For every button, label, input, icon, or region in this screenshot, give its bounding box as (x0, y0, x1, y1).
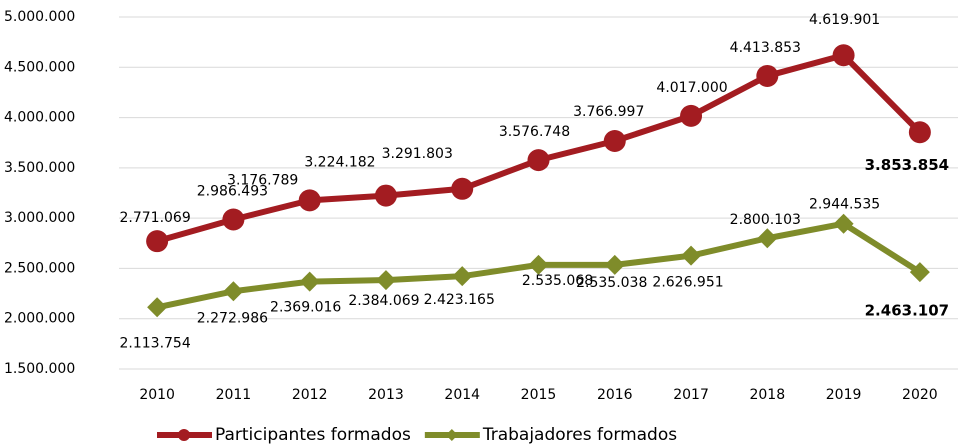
marker (452, 266, 473, 287)
data-label: 3.291.803 (382, 146, 453, 162)
marker (223, 281, 244, 302)
data-label: 2.369.016 (270, 300, 341, 316)
marker (299, 271, 320, 292)
x-tick-label: 2011 (216, 387, 252, 403)
data-label: 4.619.901 (809, 12, 880, 28)
x-tick-label: 2017 (673, 387, 709, 403)
marker (222, 208, 245, 231)
data-label: 2.986.493 (197, 184, 268, 200)
y-tick-label: 1.500.000 (4, 361, 75, 377)
x-tick-label: 2014 (444, 387, 480, 403)
y-tick-label: 4.500.000 (4, 59, 75, 75)
data-label: 4.413.853 (730, 40, 801, 56)
data-label: 3.853.854 (865, 156, 949, 174)
x-tick-label: 2020 (902, 387, 938, 403)
legend-label: Participantes formados (215, 425, 411, 445)
marker (375, 270, 396, 291)
data-label: 2.771.069 (120, 210, 191, 226)
marker (909, 262, 930, 283)
marker (603, 130, 626, 153)
y-tick-label: 3.500.000 (4, 160, 75, 176)
x-tick-label: 2012 (292, 387, 328, 403)
y-tick-label: 5.000.000 (4, 9, 75, 25)
marker (374, 184, 397, 207)
marker (832, 44, 855, 67)
y-tick-label: 4.000.000 (4, 110, 75, 126)
marker (528, 254, 549, 275)
y-tick-label: 2.500.000 (4, 260, 75, 276)
legend-label: Trabajadores formados (482, 425, 677, 445)
marker (527, 149, 550, 172)
marker (146, 230, 169, 253)
data-label: 2.384.069 (348, 293, 419, 309)
data-label: 3.576.748 (499, 124, 570, 140)
x-tick-label: 2019 (826, 387, 862, 403)
data-label: 2.423.165 (424, 292, 495, 308)
x-tick-label: 2013 (368, 387, 404, 403)
x-tick-label: 2018 (749, 387, 785, 403)
data-label: 3.766.997 (573, 104, 644, 120)
marker (833, 213, 854, 234)
data-label: 2.463.107 (865, 302, 949, 320)
data-label: 2.272.986 (197, 310, 268, 326)
legend-marker (445, 429, 458, 441)
marker (757, 228, 778, 249)
data-label: 3.176.789 (227, 172, 298, 188)
legend-marker (178, 429, 190, 441)
x-tick-label: 2010 (139, 387, 175, 403)
marker (680, 104, 703, 127)
data-label: 2.113.754 (120, 335, 191, 351)
y-tick-label: 2.000.000 (4, 311, 75, 327)
marker (147, 297, 168, 318)
data-label: 2.535.038 (576, 275, 647, 291)
marker (681, 245, 702, 266)
marker (451, 177, 474, 200)
marker (298, 189, 321, 212)
x-tick-label: 2015 (521, 387, 557, 403)
series-line (156, 52, 922, 245)
x-tick-label: 2016 (597, 387, 633, 403)
data-label: 2.944.535 (809, 197, 880, 213)
data-label: 3.224.182 (304, 155, 375, 171)
y-tick-label: 3.000.000 (4, 210, 75, 226)
marker (604, 254, 625, 275)
data-label: 2.800.103 (730, 212, 801, 228)
data-label: 2.626.951 (652, 275, 723, 291)
data-label: 4.017.000 (656, 80, 727, 96)
marker (756, 64, 779, 87)
data-label: 2.535.068 (522, 273, 593, 289)
marker (908, 121, 931, 144)
